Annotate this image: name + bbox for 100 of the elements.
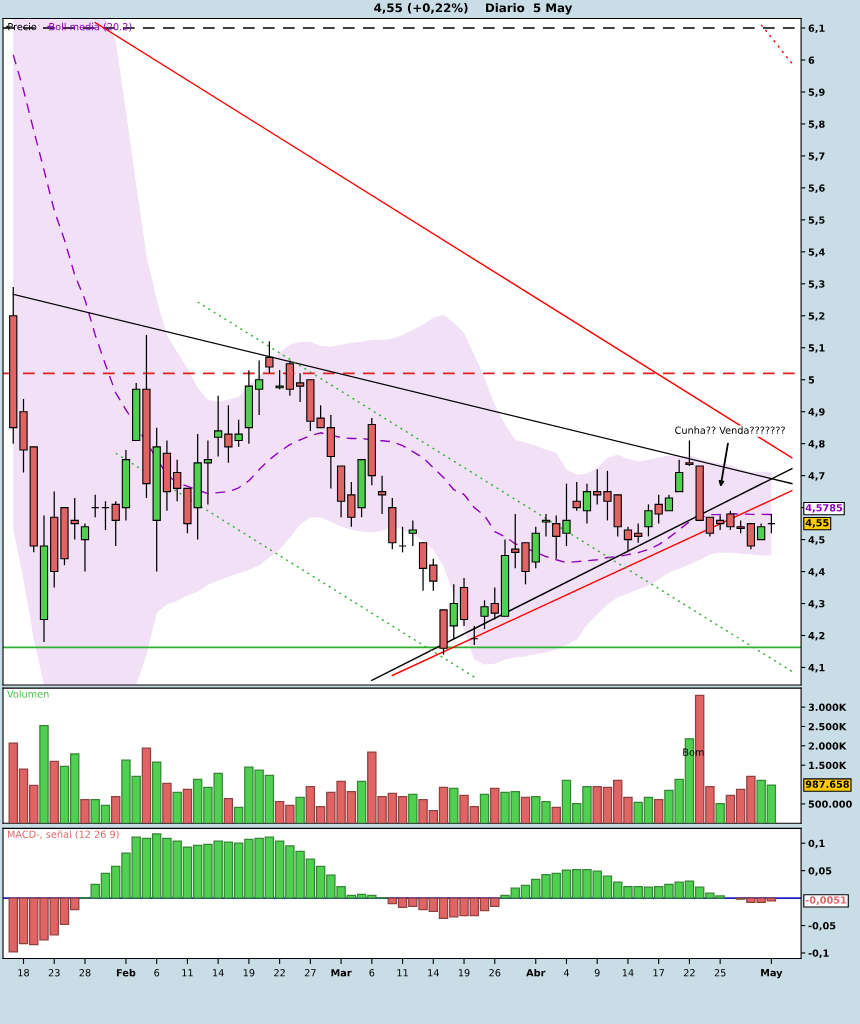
bar — [715, 802, 725, 824]
y-tick-label: 5,8 — [808, 120, 825, 130]
x-tick-label: 6 — [154, 969, 160, 977]
y-tick-label: 2.000K — [808, 742, 847, 750]
candlestick — [562, 483, 571, 547]
bar — [80, 799, 90, 824]
x-tick-label: 17 — [653, 969, 665, 977]
legend-label: Precio — [8, 22, 37, 31]
bar — [223, 797, 234, 824]
y-tick-label: 4,4 — [808, 568, 825, 577]
bar — [162, 782, 172, 824]
candlestick — [685, 439, 694, 467]
candlestick — [582, 483, 592, 525]
bar — [356, 780, 367, 824]
y-tick-label: -0,1 — [808, 949, 829, 959]
y-tick-label: 4,7 — [808, 472, 825, 481]
bar — [653, 799, 664, 824]
y-tick-label: 4,5 — [808, 536, 825, 545]
y-tick-label: 4,9 — [808, 408, 825, 417]
y-tick-label: 5,4 — [808, 248, 825, 257]
candlestick — [634, 522, 643, 544]
y-tick-label: 4,2 — [808, 631, 825, 641]
y-tick-label: 5 — [808, 376, 815, 384]
x-tick-label: 19 — [243, 969, 255, 977]
candlestick — [275, 369, 284, 390]
bar — [141, 747, 152, 824]
chart-title: 4,55 (+0,22%) Diario 5 May — [374, 3, 573, 15]
bar — [172, 791, 182, 824]
x-tick-label: Mar — [331, 969, 352, 977]
candlestick — [746, 522, 756, 550]
y-tick-label: -0,05 — [808, 922, 836, 931]
y-tick-label: 6 — [808, 56, 815, 64]
candlestick — [80, 522, 90, 573]
x-tick-label: 26 — [489, 969, 501, 977]
y-tick-label: 5,1 — [808, 344, 825, 353]
candlestick — [675, 459, 684, 493]
bar — [39, 725, 49, 824]
x-tick-label: 14 — [622, 969, 634, 977]
candlestick — [173, 459, 182, 502]
x-tick-label: 18 — [18, 969, 30, 977]
y-tick-label: 2.500K — [808, 722, 847, 731]
candlestick — [111, 500, 120, 547]
bar — [551, 806, 561, 824]
x-tick-label: 6 — [369, 969, 375, 977]
bar — [295, 796, 305, 824]
x-tick-label: 14 — [428, 969, 439, 977]
candlestick — [593, 468, 602, 506]
bar — [408, 793, 418, 824]
x-tick-label: 11 — [182, 969, 193, 977]
bar — [520, 796, 531, 824]
candlestick — [490, 586, 499, 621]
y-tick-label: 4,3 — [808, 600, 825, 609]
bar — [151, 761, 162, 824]
x-tick-label: 23 — [48, 969, 60, 977]
y-tick-label: 4,8 — [808, 440, 825, 449]
y-tick-label: 0,1 — [808, 839, 825, 849]
x-tick-label: Feb — [116, 968, 136, 977]
y-tick-label: 3.000K — [808, 703, 847, 711]
candlestick — [203, 439, 213, 506]
candlestick — [429, 558, 438, 592]
candlestick — [254, 359, 264, 416]
y-tick-label: 0,05 — [808, 867, 832, 876]
x-tick-label: Abr — [526, 968, 546, 977]
y-tick-label: 5,3 — [808, 280, 825, 289]
x-tick-label: May — [761, 969, 783, 979]
chart-title: MACD-, señal (12 26 9) — [7, 830, 119, 840]
candlestick — [265, 340, 274, 374]
y-tick-label: 1.500K — [809, 761, 847, 770]
candlestick — [480, 599, 489, 630]
y-tick-label: 500.000 — [808, 800, 852, 808]
y-tick-label: 4,1 — [808, 664, 825, 673]
x-tick-label: 9 — [594, 969, 600, 977]
candlestick — [511, 513, 520, 569]
x-tick-label: 25 — [714, 969, 726, 977]
x-tick-label: 19 — [458, 969, 470, 977]
candlestick — [295, 372, 305, 403]
annotation: Cunha?? Venda??????? — [675, 426, 785, 434]
text: 4,5785 — [805, 504, 843, 513]
bar — [479, 793, 490, 824]
x-tick-label: 28 — [79, 969, 91, 977]
text: 4,55 — [805, 519, 829, 528]
candlestick — [377, 475, 387, 515]
y-tick-label: 5,5 — [808, 216, 825, 225]
y-tick-label: 5,6 — [808, 184, 825, 193]
candlestick — [214, 395, 223, 458]
bar — [110, 795, 121, 824]
bar — [49, 760, 59, 824]
bar — [490, 787, 500, 824]
y-tick-label: 5,9 — [808, 88, 825, 98]
x-tick-label: 27 — [304, 969, 316, 977]
candlestick — [552, 514, 561, 560]
x-tick-label: 4 — [563, 969, 570, 977]
candlestick — [623, 526, 633, 553]
y-tick-label: 5,7 — [808, 152, 825, 161]
x-tick-label: 14 — [213, 969, 224, 977]
x-tick-label: 22 — [683, 969, 695, 977]
bar — [449, 787, 459, 824]
candlestick — [449, 583, 458, 640]
candlestick — [541, 513, 551, 538]
chart-title: Volumen — [7, 690, 49, 698]
